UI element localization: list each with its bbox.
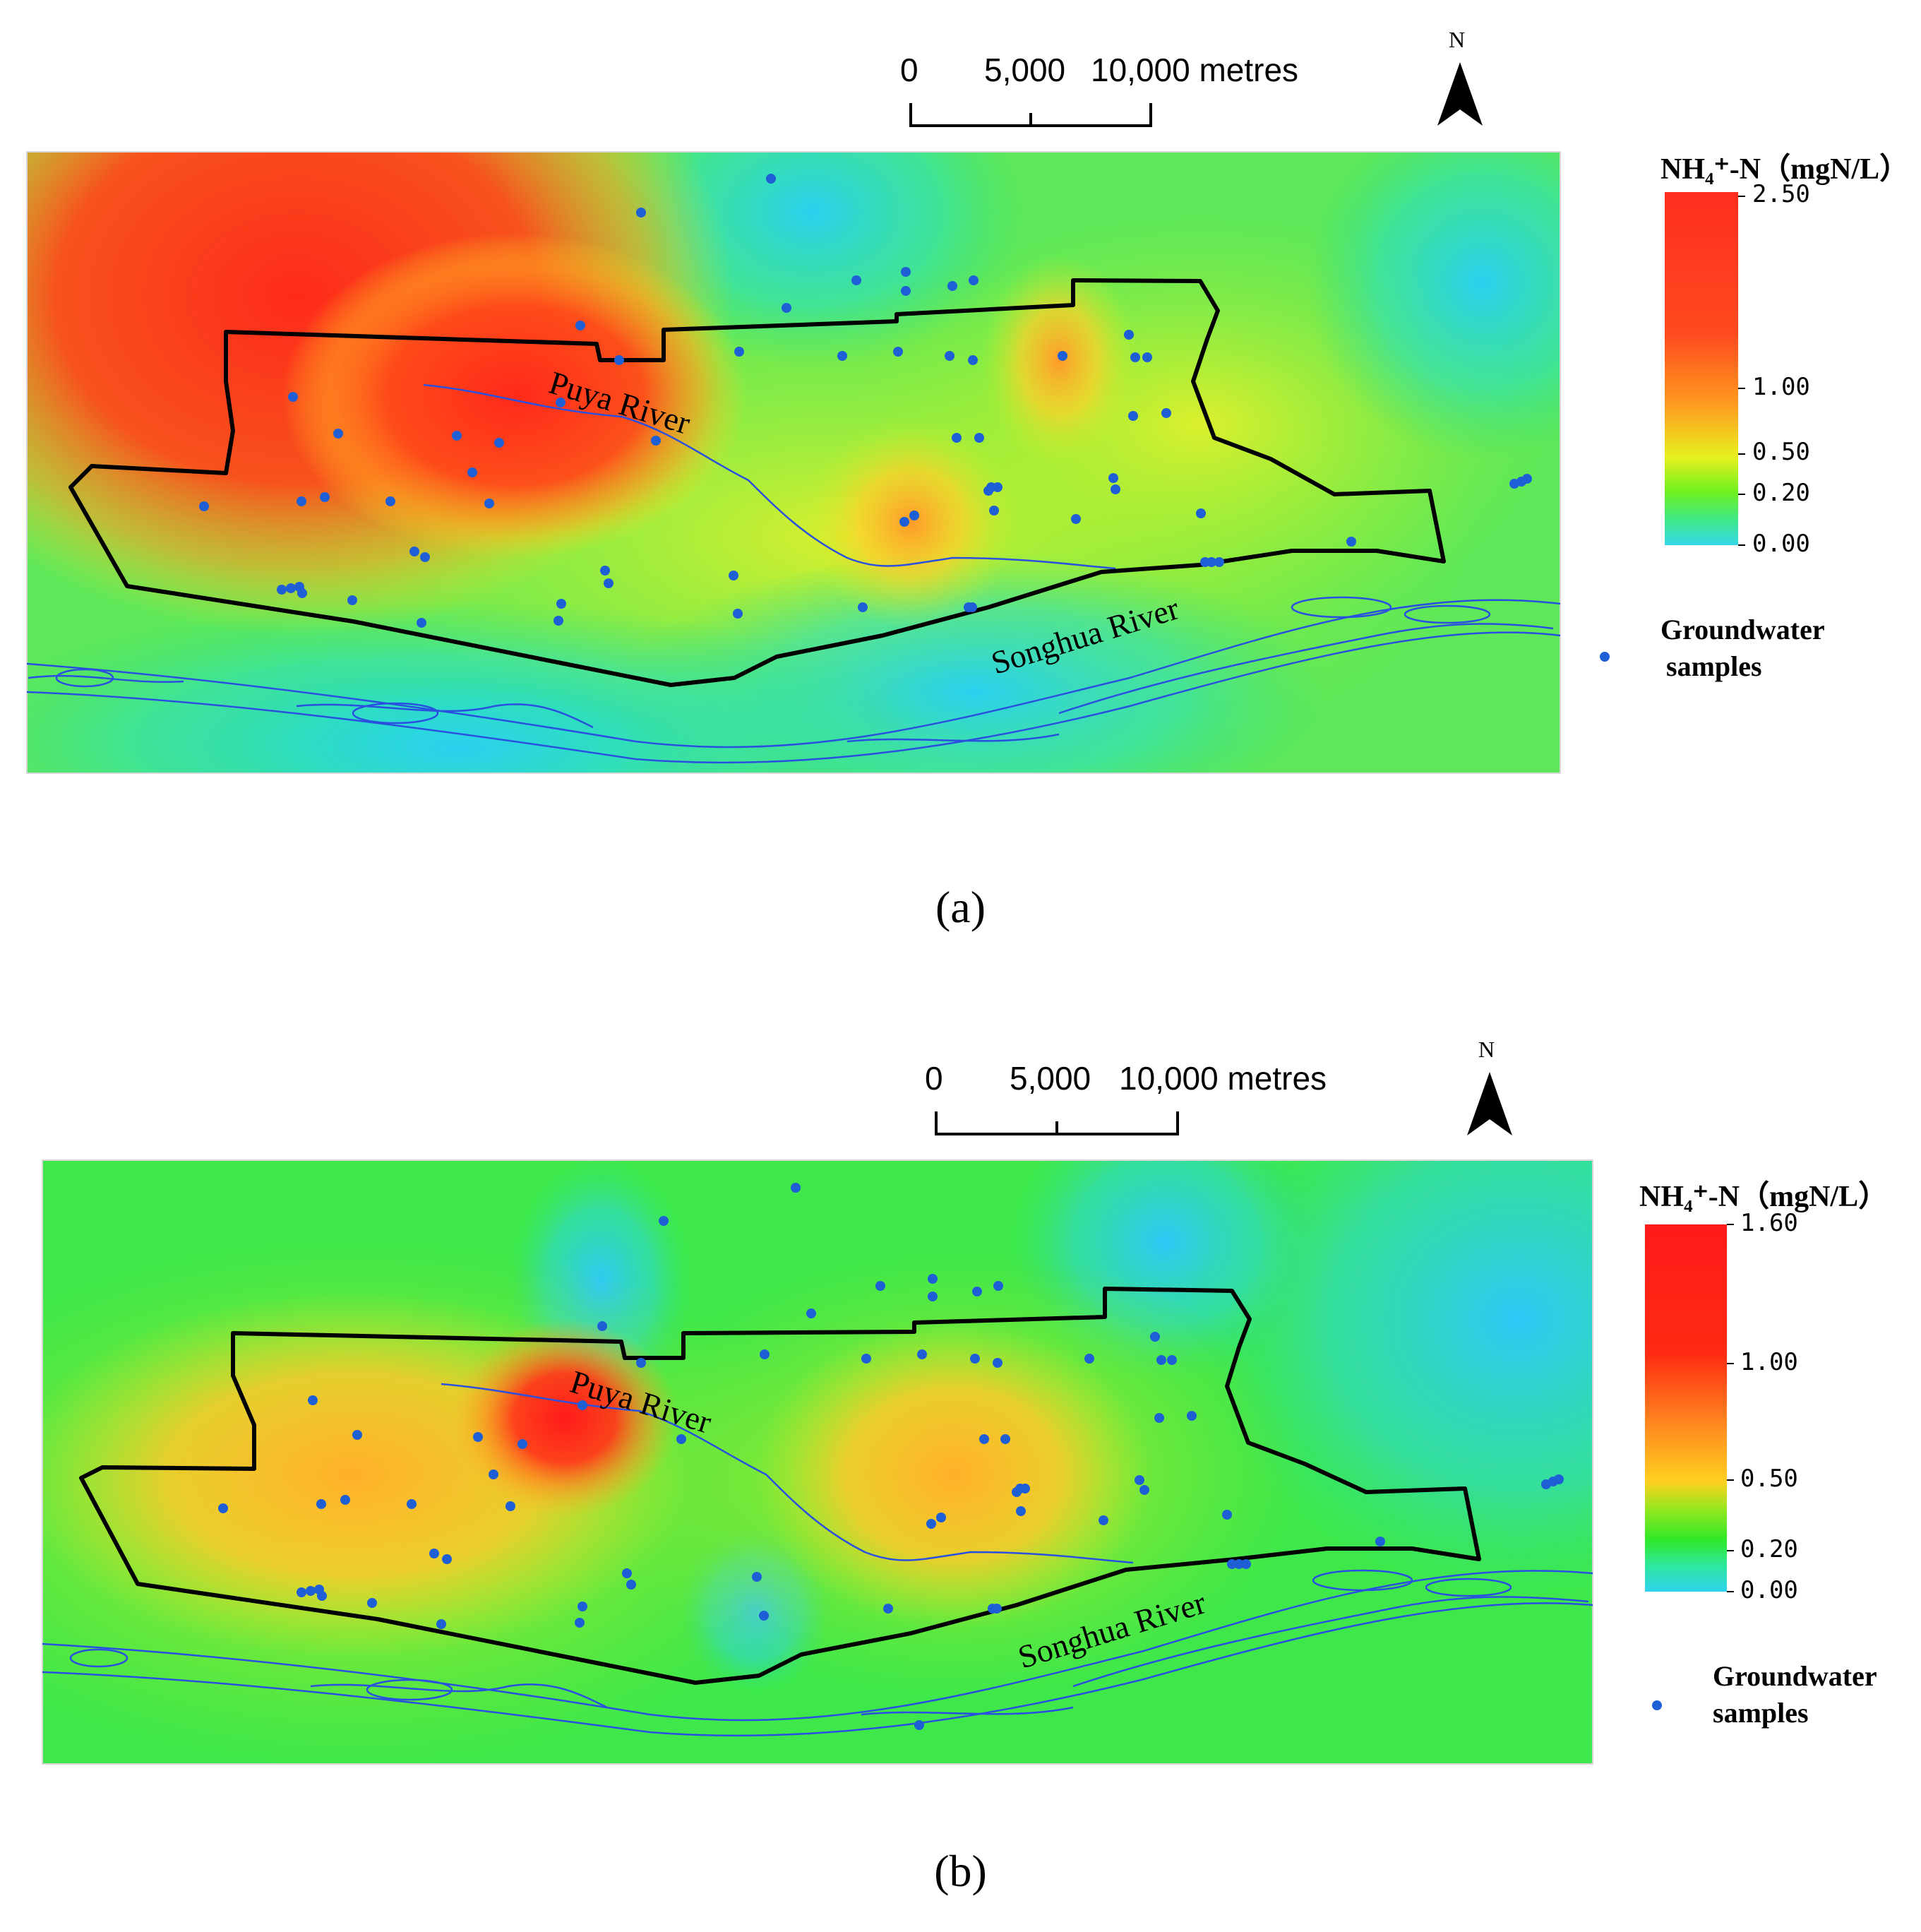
- groundwater-sample-points-a: [199, 174, 1532, 628]
- legend-tick-a-4: 0.00: [1752, 530, 1810, 558]
- legend-tick-b-0: 1.60: [1740, 1209, 1798, 1237]
- legend-tick-b-3: 0.20: [1740, 1535, 1798, 1563]
- legend-sample-dot-b: [1652, 1700, 1662, 1710]
- legend-sample-label-a-line2: samples: [1666, 650, 1762, 682]
- panel-label-b: (b): [934, 1846, 987, 1896]
- songhua-river-channels-a: [27, 596, 1560, 764]
- scale-bar-b: [935, 1111, 1179, 1135]
- legend-tick-a-0: 2.50: [1752, 180, 1810, 208]
- north-label-a: N: [1449, 27, 1466, 52]
- panel-b: Puya River Songhua River: [0, 966, 1921, 1932]
- legend-tick-b-4: 0.00: [1740, 1576, 1798, 1604]
- north-arrow-icon-b: [1467, 1072, 1512, 1135]
- study-area-boundary-a: [68, 278, 1446, 687]
- puya-river-line-b: [441, 1383, 1134, 1564]
- legend-title-b: NH₄⁺-N（mgN/L）: [1639, 1181, 1889, 1213]
- puya-river-line-a: [423, 383, 1116, 570]
- legend-tick-b-2: 0.50: [1740, 1465, 1798, 1493]
- map-b: Puya River Songhua River: [42, 1072, 1734, 1765]
- songhua-river-channels-b: [42, 1569, 1593, 1737]
- study-area-boundary-b: [79, 1287, 1481, 1685]
- legend-sample-label-a: Groundwater samples: [1660, 612, 1825, 685]
- legend-sample-label-b-line1: Groundwater: [1713, 1660, 1877, 1692]
- scale-label-0: 0: [900, 52, 918, 88]
- legend-title-a: NH₄⁺-N（mgN/L）: [1660, 153, 1910, 186]
- scale-bar-a: [909, 103, 1152, 127]
- legend-sample-label-a-line1: Groundwater: [1660, 614, 1825, 645]
- legend-sample-dot-a: [1600, 652, 1610, 662]
- legend-tick-b-1: 1.00: [1740, 1348, 1798, 1376]
- legend-colorbar-a: [1665, 192, 1738, 545]
- panel-label-a: (a): [935, 882, 986, 932]
- legend-tick-a-2: 0.50: [1752, 438, 1810, 466]
- scale-label-5000-b: 5,000: [1010, 1060, 1091, 1097]
- scale-label-0-b: 0: [925, 1060, 943, 1097]
- legend-tick-a-3: 0.20: [1752, 479, 1810, 507]
- panel-a: Puya River Songhua River: [26, 27, 1910, 932]
- legend-sample-label-b-line2: samples: [1713, 1697, 1809, 1729]
- legend-sample-label-b: Groundwater samples: [1713, 1658, 1877, 1731]
- scale-label-10000: 10,000 metres: [1091, 52, 1299, 88]
- legend-colorbar-b: [1645, 1224, 1727, 1592]
- scale-label-10000-b: 10,000 metres: [1119, 1060, 1327, 1097]
- map-a: Puya River Songhua River: [26, 62, 1745, 774]
- groundwater-sample-points-b: [218, 1183, 1564, 1730]
- north-arrow-icon-a: [1437, 62, 1483, 126]
- scale-label-5000: 5,000: [984, 52, 1066, 88]
- north-label-b: N: [1478, 1037, 1495, 1062]
- legend-tick-a-1: 1.00: [1752, 373, 1810, 401]
